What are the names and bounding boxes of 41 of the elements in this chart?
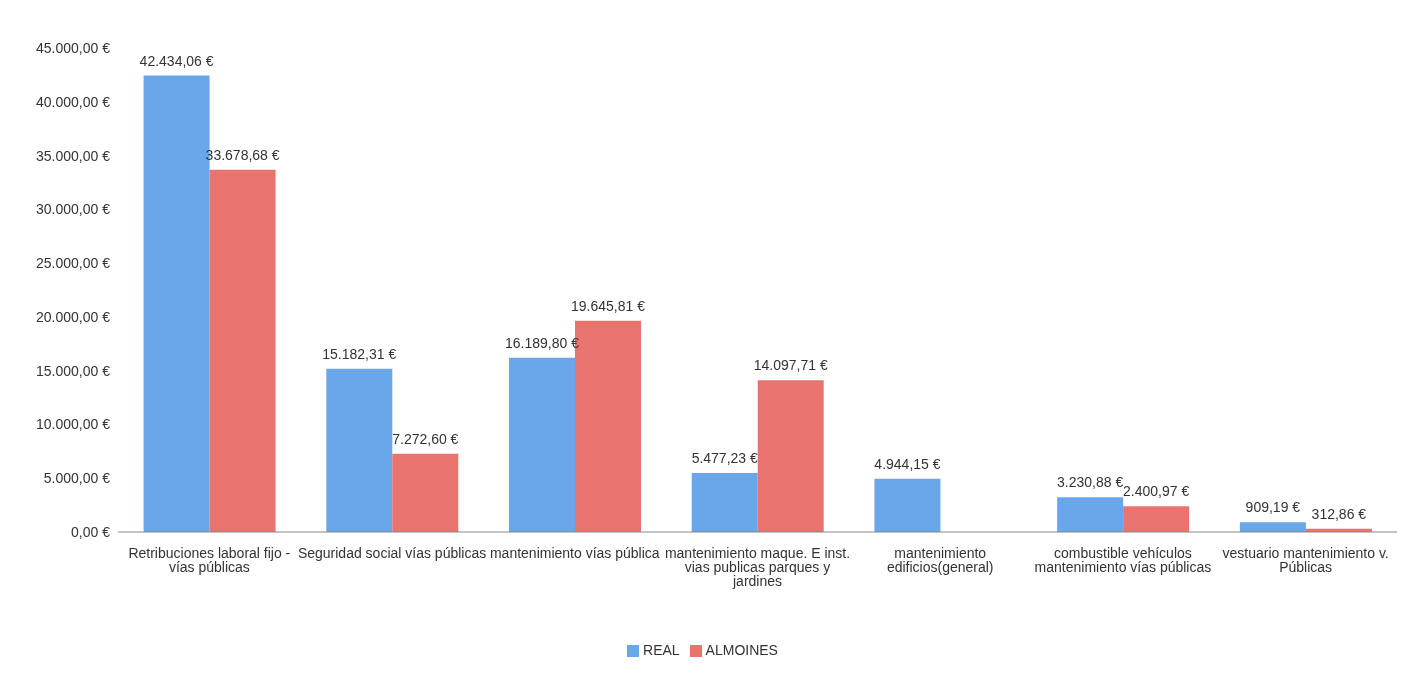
data-label: 14.097,71 € [753,357,828,374]
y-tick-label: 45.000,00 € [36,39,111,56]
legend-label: ALMOINES [705,642,778,658]
y-tick-label: 25.000,00 € [36,255,111,272]
y-tick-label: 40.000,00 € [36,93,111,110]
data-label: 16.189,80 € [505,334,580,351]
data-label: 909,19 € [1245,499,1301,516]
y-tick-label: 30.000,00 € [36,201,111,218]
bar [209,169,276,532]
x-tick-label: Seguridad social vías públicas [297,544,487,561]
bar [1123,506,1190,532]
y-tick-label: 15.000,00 € [36,362,111,379]
data-label: 42.434,06 € [139,52,214,69]
bar [757,380,824,532]
x-tick-label: mantenimiento vías pública [489,544,660,561]
y-tick-label: 0,00 € [71,523,111,540]
data-label: 312,86 € [1311,505,1367,522]
bar [1239,522,1306,532]
bar [326,368,393,532]
bar [1057,497,1124,532]
x-tick-label: vestuario mantenimiento v. Públicas [1222,544,1389,575]
data-label: 2.400,97 € [1123,483,1190,500]
data-label: 7.272,60 € [392,430,459,447]
y-tick-label: 5.000,00 € [43,470,111,487]
x-tick-label: combustible vehículos mantenimiento vías públicas [1034,544,1212,575]
data-label: 19.645,81 € [571,297,646,314]
bar [691,473,758,532]
y-tick-label: 35.000,00 € [36,147,111,164]
data-label: 4.944,15 € [874,455,941,472]
x-tick-label: mantenimiento edificios(general) [886,544,994,575]
x-tick-label: mantenimiento maque. E inst. vias publicas parques y jardines [664,544,851,589]
data-label: 5.477,23 € [691,450,759,467]
bar [392,453,459,532]
bar [874,478,941,532]
y-tick-label: 10.000,00 € [36,416,111,433]
x-tick-label: Retribuciones laboral fijo - vías públicas [128,544,291,575]
data-label: 15.182,31 € [322,345,397,362]
y-tick-label: 20.000,00 € [36,308,111,325]
legend-label: REAL [643,642,680,658]
bar [509,357,576,532]
data-label: 3.230,88 € [1057,474,1124,491]
